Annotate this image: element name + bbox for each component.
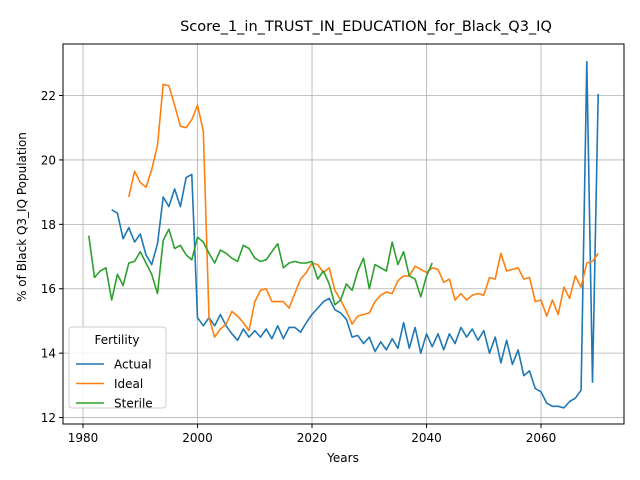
legend-label-sterile: Sterile [114, 397, 153, 411]
series-lines [88, 60, 599, 409]
legend: Fertility Actual Ideal Sterile [68, 326, 167, 411]
legend-box [68, 326, 167, 409]
x-tick-label: 2000 [182, 431, 213, 445]
plot-frame [62, 43, 625, 425]
x-tick-label: 2020 [297, 431, 328, 445]
series-line-actual [111, 60, 599, 409]
y-tick-label: 18 [41, 218, 56, 232]
legend-title: Fertility [94, 333, 139, 347]
legend-label-ideal: Ideal [114, 377, 143, 391]
x-tick-label: 2060 [526, 431, 557, 445]
legend-label-actual: Actual [114, 358, 152, 372]
x-axis-label: Years [326, 451, 359, 465]
x-tick-label: 1980 [68, 431, 99, 445]
y-tick-label: 14 [41, 347, 56, 361]
y-tick-label: 12 [41, 411, 56, 425]
series-line-ideal [128, 83, 599, 338]
y-axis-label: % of Black Q3_IQ Population [15, 132, 29, 302]
x-axis-ticks: 1980 2000 2020 2040 2060 [68, 424, 557, 445]
y-tick-label: 20 [41, 153, 56, 167]
y-tick-label: 16 [41, 282, 56, 296]
y-axis-ticks: 12 14 16 18 20 22 [41, 89, 63, 425]
series-line-sterile [88, 228, 433, 306]
legend-items: Actual Ideal Sterile [76, 358, 153, 411]
chart-title: Score_1_in_TRUST_IN_EDUCATION_for_Black_… [180, 19, 552, 35]
y-tick-label: 22 [41, 89, 56, 103]
x-tick-label: 2040 [411, 431, 442, 445]
